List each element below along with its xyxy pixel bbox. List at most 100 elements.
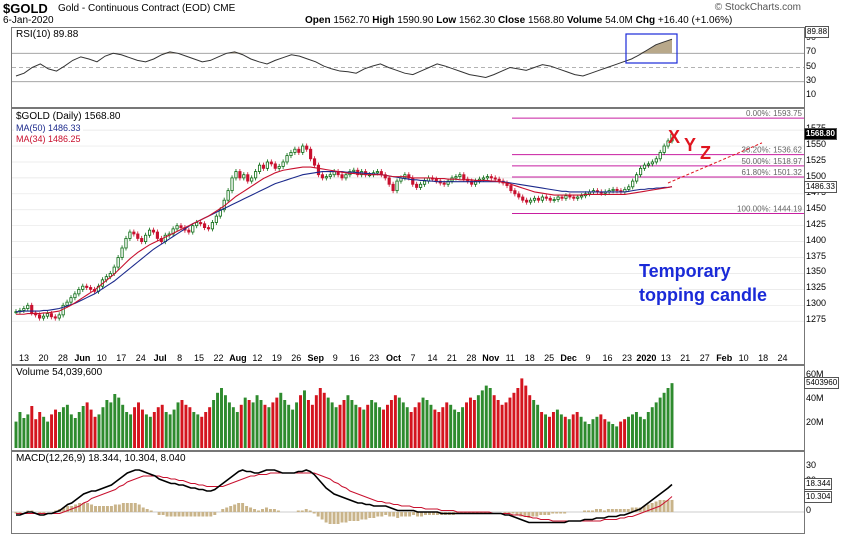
open-value: 1562.70: [333, 15, 370, 26]
volume-bar: [148, 416, 152, 448]
macd-histogram-bar: [225, 507, 229, 512]
volume-bar: [247, 400, 251, 448]
volume-bar: [366, 404, 370, 448]
candle-body: [509, 185, 513, 192]
volume-bar: [259, 400, 263, 448]
macd-tick-label: 30: [806, 460, 817, 470]
volume-bar: [255, 395, 259, 448]
volume-bar: [184, 404, 188, 448]
macd-histogram-bar: [376, 512, 380, 517]
macd-histogram-bar: [388, 512, 392, 517]
macd-histogram-bar: [642, 506, 646, 512]
macd-histogram-bar: [348, 512, 352, 521]
volume-bar: [38, 412, 42, 448]
candle-body: [65, 301, 69, 306]
volume-bar: [567, 419, 571, 448]
chart-header: $GOLD Gold - Continuous Contract (EOD) C…: [0, 0, 841, 26]
volume-bar: [401, 402, 405, 448]
candle-body: [37, 314, 42, 319]
volume-bar: [666, 388, 670, 448]
candle-body: [49, 313, 53, 318]
macd-histogram-bar: [547, 512, 551, 515]
volume-bar: [117, 397, 121, 448]
volume-bar: [271, 402, 275, 448]
macd-histogram-bar: [427, 512, 431, 515]
price-panel: 0.00%: 1593.75 38.20%: 1536.62 50.00%: 151…: [11, 108, 805, 365]
volume-bar: [480, 390, 484, 448]
candle-body: [580, 195, 584, 198]
high-label: High: [372, 15, 395, 26]
candle-body: [536, 197, 541, 201]
candle-body: [144, 234, 148, 243]
volume-bar: [405, 407, 409, 448]
x-tick-label: 13: [661, 353, 671, 363]
price-tick-label: 1525: [806, 154, 827, 165]
volume-bar: [42, 416, 46, 448]
macd-histogram-bar: [42, 512, 46, 514]
candle-body: [320, 174, 324, 179]
volume-bar: [334, 407, 338, 448]
candle-body: [206, 227, 211, 230]
trend-projection-line: [667, 142, 763, 184]
candle-body: [45, 313, 49, 317]
candle-body: [285, 155, 289, 163]
volume-bar: [172, 409, 176, 448]
volume-bar: [180, 400, 184, 448]
candle-body: [214, 215, 218, 223]
volume-bar: [623, 419, 627, 448]
volume-bar: [251, 402, 255, 448]
candle-body: [41, 315, 46, 319]
volume-bar: [654, 402, 658, 448]
macd-histogram-bar: [416, 512, 420, 517]
candle-body: [615, 188, 619, 192]
candle-body: [202, 223, 207, 228]
price-tick-label: 1375: [806, 250, 827, 261]
volume-bar: [658, 397, 662, 448]
macd-histogram-bar: [241, 503, 245, 512]
candle-body: [155, 231, 159, 239]
macd-histogram-bar: [109, 506, 113, 512]
macd-histogram-bar: [257, 510, 261, 512]
volume-bar: [188, 407, 192, 448]
macd-histogram-bar: [245, 506, 249, 512]
volume-bar: [528, 395, 532, 448]
candle-body: [191, 225, 195, 233]
macd-histogram-bar: [527, 512, 531, 518]
price-tick-label: 1425: [806, 218, 827, 229]
macd-histogram-bar: [14, 512, 18, 514]
macd-histogram-bar: [38, 512, 42, 514]
volume-bar: [283, 400, 287, 448]
candle-body: [112, 266, 116, 274]
candle-body: [22, 308, 26, 311]
candle-body: [387, 177, 391, 185]
candle-body: [407, 174, 411, 179]
macd-histogram-bar: [662, 500, 666, 512]
volume-bar: [97, 414, 101, 448]
date-label: 6-Jan-2020: [3, 15, 54, 26]
macd-histogram-bar: [332, 512, 336, 524]
macd-histogram-bar: [404, 512, 408, 517]
candle-body: [316, 164, 321, 176]
note-line-1: Temporary: [639, 261, 731, 281]
macd-histogram-bar: [253, 509, 257, 512]
macd-histogram-bar: [229, 506, 233, 512]
macd-histogram-bar: [161, 512, 165, 515]
volume-bar: [520, 378, 524, 448]
volume-bar: [196, 414, 200, 448]
candle-body: [670, 133, 674, 142]
volume-bar: [73, 418, 77, 448]
candle-body: [210, 222, 214, 230]
rsi-last-value-tag: 89.88: [805, 26, 830, 39]
macd-histogram-bar: [312, 512, 316, 514]
macd-histogram-bar: [602, 510, 606, 512]
fib-label: 61.80%: 1501.32: [742, 168, 803, 177]
volume-bar: [22, 418, 26, 448]
ma34-line: [16, 166, 673, 315]
macd-histogram-bar: [237, 503, 241, 512]
volume-bar: [46, 421, 50, 448]
macd-histogram-bar: [296, 510, 300, 512]
volume-bar: [441, 407, 445, 448]
volume-bar: [559, 414, 563, 448]
macd-histogram-bar: [420, 512, 424, 517]
macd-histogram-bar: [268, 509, 272, 512]
